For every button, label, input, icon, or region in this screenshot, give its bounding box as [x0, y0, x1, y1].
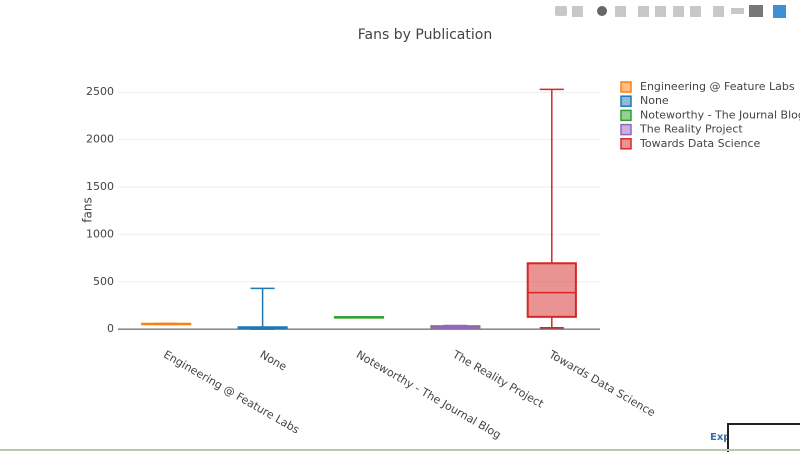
- legend-swatch: [620, 95, 632, 107]
- x-tick-label: The Reality Project: [450, 347, 547, 410]
- legend-swatch: [620, 81, 632, 93]
- save-icon[interactable]: [572, 6, 583, 17]
- legend-label: None: [640, 94, 669, 107]
- legend-swatch: [620, 109, 632, 122]
- popup-window: [727, 423, 800, 452]
- x-tick-label: None: [258, 348, 290, 374]
- y-tick-label: 1000: [86, 227, 114, 240]
- legend-swatch: [620, 138, 632, 150]
- zoom-in-icon[interactable]: [638, 6, 649, 17]
- spike-icon[interactable]: [713, 6, 724, 17]
- hover-closest-icon[interactable]: [731, 8, 744, 14]
- y-axis-title: fans: [81, 197, 95, 222]
- legend-label: Engineering @ Feature Labs: [640, 80, 795, 93]
- export-link[interactable]: Exp: [710, 432, 730, 443]
- pan-icon[interactable]: [615, 6, 626, 17]
- hover-compare-icon[interactable]: [749, 5, 763, 17]
- zoom-out-icon[interactable]: [655, 6, 666, 17]
- x-tick-label: Towards Data Science: [546, 347, 658, 419]
- y-tick-label: 0: [107, 322, 114, 335]
- y-tick-label: 1500: [86, 180, 114, 193]
- legend-label: The Reality Project: [639, 123, 743, 136]
- autoscale-icon[interactable]: [673, 6, 684, 17]
- legend-swatch: [620, 123, 632, 136]
- toolbar: [555, 5, 786, 18]
- plotly-logo[interactable]: [773, 5, 786, 18]
- legend-label: Towards Data Science: [639, 137, 760, 150]
- legend-label: Noteworthy - The Journal Blog: [640, 108, 800, 121]
- chart-title: Fans by Publication: [358, 27, 492, 43]
- zoom-icon[interactable]: [597, 6, 607, 16]
- y-tick-label: 2000: [86, 133, 114, 146]
- box: [526, 262, 577, 318]
- y-tick-label: 500: [93, 275, 114, 288]
- camera-icon[interactable]: [555, 6, 567, 16]
- reset-icon[interactable]: [690, 6, 701, 17]
- y-tick-label: 2500: [86, 85, 114, 98]
